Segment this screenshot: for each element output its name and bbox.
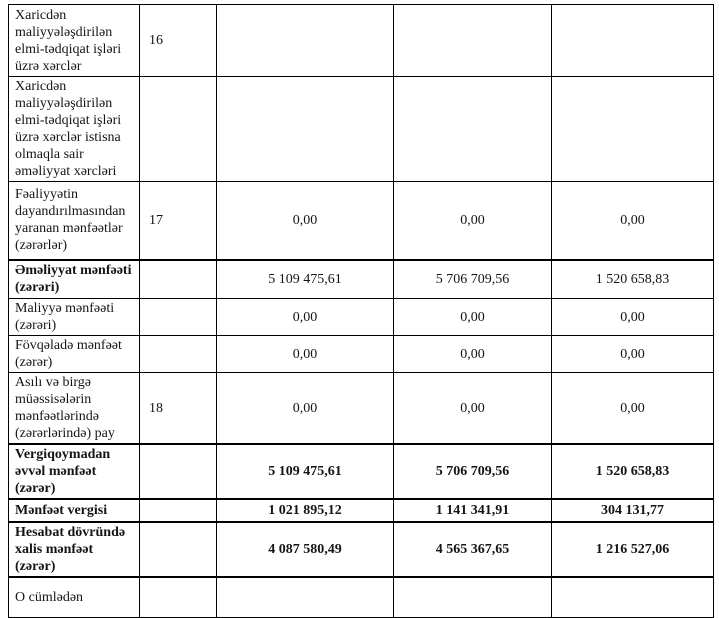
- value-cell: 1 141 341,91: [393, 498, 552, 523]
- row-label-cell: Əməliyyat mənfəəti (zərəri): [8, 258, 140, 299]
- value-cell: 0,00: [393, 335, 552, 373]
- value-cell: 4 087 580,49: [216, 521, 394, 578]
- value-cell: 1 520 658,83: [551, 258, 714, 299]
- table-row: Asılı və birgə müəssisələrin mənfəətləri…: [8, 372, 714, 445]
- value-cell: 0,00: [551, 181, 714, 260]
- note-cell: [139, 521, 217, 578]
- row-label-cell: Vergiqoymadan əvvəl mənfəət (zərər): [8, 443, 140, 500]
- document-page: Xaricdən maliyyələşdirilən elmi-tədqiqat…: [8, 4, 714, 618]
- value-cell: 0,00: [393, 298, 552, 336]
- row-label-cell: Fəaliyyətin dayandırılmasından yaranan m…: [8, 181, 140, 260]
- table-row: Fövqəladə mənfəət (zərər) 0,00 0,00 0,00: [8, 335, 714, 373]
- value-cell: 5 706 709,56: [393, 443, 552, 500]
- row-label-cell: O cümlədən: [8, 576, 140, 618]
- row-label-cell: Xaricdən maliyyələşdirilən elmi-tədqiqat…: [8, 4, 140, 77]
- value-cell: 1 520 658,83: [551, 443, 714, 500]
- value-cell: 0,00: [393, 181, 552, 260]
- value-cell: 0,00: [216, 335, 394, 373]
- value-cell: 0,00: [551, 298, 714, 336]
- row-label-cell: Mənfəət vergisi: [8, 498, 140, 523]
- value-cell: 304 131,77: [551, 498, 714, 523]
- note-cell: [139, 498, 217, 523]
- value-cell: 1 216 527,06: [551, 521, 714, 578]
- value-cell: 1 021 895,12: [216, 498, 394, 523]
- note-cell: 18: [139, 372, 217, 445]
- value-cell: [393, 76, 552, 182]
- value-cell: [216, 576, 394, 618]
- table-row: Fəaliyyətin dayandırılmasından yaranan m…: [8, 181, 714, 260]
- table-row: Hesabat dövründə xalis mənfəət (zərər) 4…: [8, 521, 714, 578]
- value-cell: 0,00: [216, 372, 394, 445]
- note-cell: [139, 335, 217, 373]
- value-cell: [393, 4, 552, 77]
- value-cell: 5 706 709,56: [393, 258, 552, 299]
- value-cell: [393, 576, 552, 618]
- value-cell: 0,00: [551, 372, 714, 445]
- table-row: Mənfəət vergisi 1 021 895,12 1 141 341,9…: [8, 498, 714, 523]
- note-cell: 16: [139, 4, 217, 77]
- table-row: Maliyyə mənfəəti (zərəri) 0,00 0,00 0,00: [8, 298, 714, 336]
- row-label-cell: Hesabat dövründə xalis mənfəət (zərər): [8, 521, 140, 578]
- table-row: Xaricdən maliyyələşdirilən elmi-tədqiqat…: [8, 76, 714, 182]
- value-cell: 0,00: [393, 372, 552, 445]
- note-cell: [139, 576, 217, 618]
- note-cell: 17: [139, 181, 217, 260]
- value-cell: 0,00: [551, 335, 714, 373]
- value-cell: 5 109 475,61: [216, 443, 394, 500]
- row-label-cell: Asılı və birgə müəssisələrin mənfəətləri…: [8, 372, 140, 445]
- value-cell: [216, 76, 394, 182]
- value-cell: [216, 4, 394, 77]
- value-cell: [551, 4, 714, 77]
- table-row: Xaricdən maliyyələşdirilən elmi-tədqiqat…: [8, 4, 714, 77]
- income-statement-table: Xaricdən maliyyələşdirilən elmi-tədqiqat…: [8, 4, 714, 618]
- value-cell: [551, 576, 714, 618]
- note-cell: [139, 258, 217, 299]
- note-cell: [139, 298, 217, 336]
- table-row: Əməliyyat mənfəəti (zərəri) 5 109 475,61…: [8, 258, 714, 299]
- value-cell: 0,00: [216, 181, 394, 260]
- row-label-cell: Fövqəladə mənfəət (zərər): [8, 335, 140, 373]
- row-label-cell: Maliyyə mənfəəti (zərəri): [8, 298, 140, 336]
- value-cell: [551, 76, 714, 182]
- table-row: Vergiqoymadan əvvəl mənfəət (zərər) 5 10…: [8, 443, 714, 500]
- value-cell: 4 565 367,65: [393, 521, 552, 578]
- value-cell: 5 109 475,61: [216, 258, 394, 299]
- row-label-cell: Xaricdən maliyyələşdirilən elmi-tədqiqat…: [8, 76, 140, 182]
- note-cell: [139, 76, 217, 182]
- table-row-partial: O cümlədən: [8, 576, 714, 618]
- note-cell: [139, 443, 217, 500]
- value-cell: 0,00: [216, 298, 394, 336]
